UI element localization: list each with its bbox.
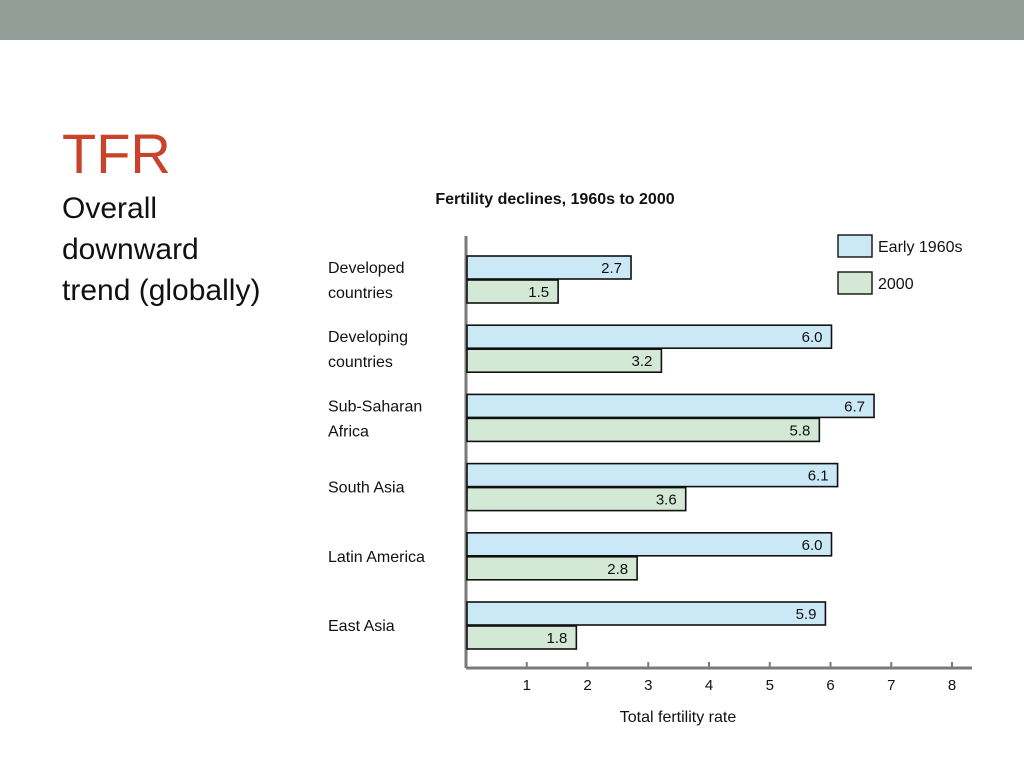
bar-early-1960s <box>466 393 875 419</box>
bar-early-1960s <box>466 462 839 488</box>
x-tick-label: 7 <box>887 677 895 694</box>
x-axis-label: Total fertility rate <box>620 709 737 726</box>
bar-value-label: 6.0 <box>802 329 823 346</box>
bar-value-label: 6.0 <box>802 537 823 554</box>
category-label: South Asia <box>328 480 405 497</box>
bar-early-1960s <box>466 531 833 557</box>
category-label: East Asia <box>328 618 395 635</box>
bar-early-1960s <box>466 255 632 280</box>
bar-early-1960s <box>466 601 827 626</box>
bar-value-label: 6.7 <box>844 398 865 415</box>
bar-2000 <box>466 279 559 304</box>
chart-title: Fertility declines, 1960s to 2000 <box>435 191 674 208</box>
plot-area: 1 2 3 4 5 6 7 8 Developed countries 2.7 1.5 Developi… <box>328 236 972 694</box>
legend-label: 2000 <box>878 276 914 293</box>
bar-value-label: 1.5 <box>528 284 549 301</box>
fertility-chart: Fertility declines, 1960s to 2000 1 2 3 4 5 6… <box>328 191 972 726</box>
bar-value-label: 1.8 <box>546 630 567 647</box>
slide-title: TFR <box>62 121 171 185</box>
category-label: Developing countries <box>328 329 408 371</box>
x-tick-label: 6 <box>826 677 834 694</box>
legend: Early 1960s 2000 <box>837 234 963 295</box>
legend-swatch-early-1960s <box>837 234 873 258</box>
bar-value-label: 6.1 <box>808 468 829 485</box>
legend-label: Early 1960s <box>878 239 963 256</box>
category-label: Latin America <box>328 549 425 566</box>
bar-early-1960s <box>466 324 833 349</box>
bar-value-label: 5.9 <box>796 606 817 623</box>
x-tick-label: 5 <box>766 677 774 694</box>
category-label: Developed countries <box>328 260 405 302</box>
category-label: Sub-Saharan Africa <box>328 398 422 440</box>
x-tick-label: 2 <box>583 677 591 694</box>
bar-2000 <box>466 348 663 373</box>
bar-value-label: 5.8 <box>789 422 810 439</box>
bar-2000 <box>466 486 687 512</box>
x-tick-label: 1 <box>523 677 531 694</box>
bar-value-label: 3.2 <box>632 353 653 370</box>
x-tick-label: 8 <box>948 677 956 694</box>
bar-value-label: 2.7 <box>601 260 622 277</box>
bar-2000 <box>466 555 638 581</box>
bar-value-label: 2.8 <box>607 561 628 578</box>
bar-2000 <box>466 625 578 650</box>
slide-body-text: Overall downward trend (globally) <box>62 192 261 307</box>
x-tick-label: 4 <box>705 677 713 694</box>
bar-2000 <box>466 417 821 443</box>
top-band <box>0 0 1024 40</box>
x-tick-label: 3 <box>644 677 652 694</box>
bar-value-label: 3.6 <box>656 492 677 509</box>
legend-swatch-2000 <box>837 271 873 295</box>
